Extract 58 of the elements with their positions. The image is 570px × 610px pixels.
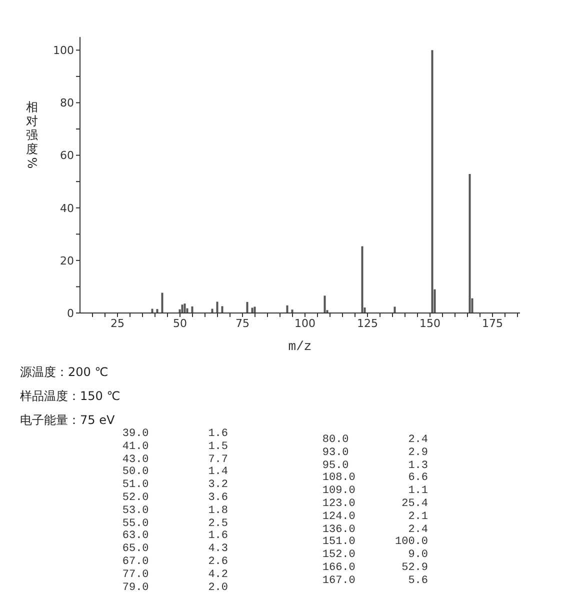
text: 65.0 4.3 [121, 543, 228, 556]
bar [161, 292, 164, 313]
text: 166.0 52.9 [321, 562, 428, 575]
text: 50.0 1.4 [121, 466, 228, 480]
y-axis-title: 相对强度% [24, 100, 40, 171]
y-tick-label: 80 [60, 96, 74, 110]
text: 52.0 3.6 [121, 492, 228, 505]
bar [251, 308, 254, 313]
y-tick-label: 100 [53, 44, 74, 58]
bar [184, 304, 186, 313]
x-tick-label: 100 [294, 316, 316, 330]
bar [181, 304, 184, 313]
text: 55.0 2.5 [121, 518, 228, 530]
text: 53.0 1.8 [121, 504, 228, 518]
text: 124.0 2.1 [321, 510, 428, 524]
x-tick-label: 75 [236, 316, 250, 330]
y-tick-label: 40 [60, 202, 74, 215]
text: 39.0 1.6 [121, 428, 228, 441]
bar [361, 246, 364, 313]
bar [221, 306, 224, 313]
bar [324, 296, 326, 313]
text: 95.0 1.3 [321, 460, 428, 472]
text: 电子能量：75 eV [20, 412, 115, 429]
text: 43.0 7.7 [121, 454, 228, 466]
text: 80.0 2.4 [321, 434, 428, 447]
text: 79.0 2.0 [121, 582, 228, 594]
x-axis-title: m/z [288, 339, 312, 354]
y-tick-label: 0 [67, 306, 74, 320]
x-tick-label: 175 [482, 316, 503, 330]
x-tick-label: 125 [357, 316, 378, 330]
text: 151.0 100.0 [321, 536, 428, 550]
y-tick-label: 20 [60, 254, 74, 268]
text: 51.0 3.2 [121, 479, 228, 492]
text: 41.0 1.5 [121, 440, 228, 454]
bar [254, 306, 256, 313]
text: 源温度：200 ℃ [20, 364, 108, 381]
text: 67.0 2.6 [121, 556, 228, 569]
x-tick-label: 50 [173, 316, 187, 330]
bar [468, 174, 471, 313]
text: 93.0 2.9 [321, 446, 428, 460]
text: 样品温度：150 ℃ [20, 388, 120, 405]
text: 167.0 5.6 [321, 574, 428, 588]
text: 63.0 1.6 [121, 530, 228, 544]
bar [191, 306, 194, 313]
bar [394, 306, 396, 313]
bar [286, 305, 288, 313]
x-tick-label: 25 [110, 316, 124, 330]
x-tick-label: 150 [420, 316, 440, 330]
text: 152.0 9.0 [321, 549, 428, 562]
text: 77.0 4.2 [121, 568, 228, 582]
bar [246, 302, 248, 313]
text: 108.0 6.6 [321, 472, 428, 486]
bar [431, 50, 434, 313]
text: 123.0 25.4 [321, 498, 428, 511]
text: 136.0 2.4 [321, 524, 428, 536]
text: 109.0 1.1 [321, 485, 428, 498]
bar [216, 302, 218, 313]
y-tick-label: 60 [60, 149, 74, 162]
